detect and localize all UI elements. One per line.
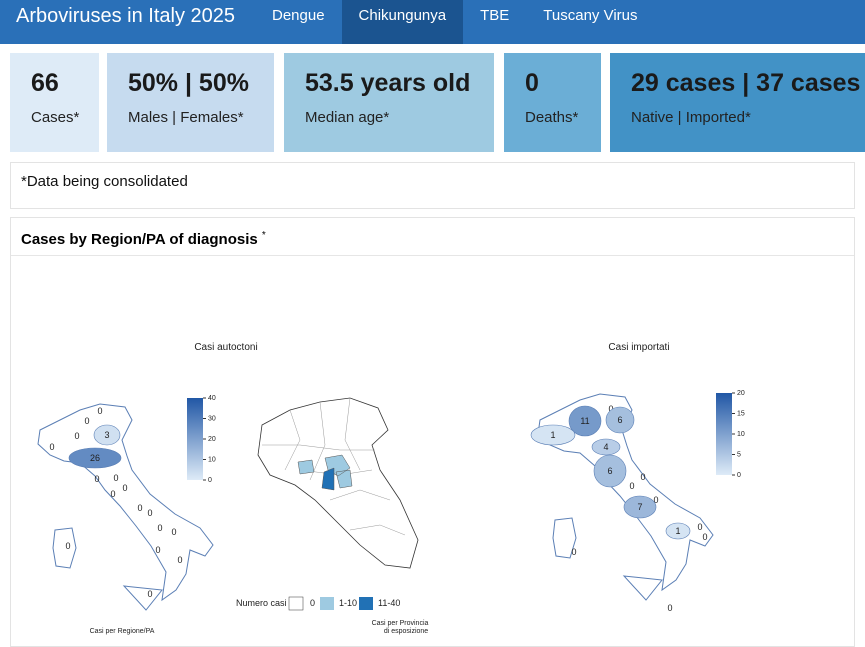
card-title-mark: * <box>261 230 266 241</box>
legend-title: Numero casi <box>236 598 287 608</box>
region-value: 0 <box>155 545 160 555</box>
tab[interactable]: TBE <box>480 7 510 24</box>
value-box: 53.5 years old Median age* <box>284 53 494 152</box>
province-map: Numero casi 0 1-10 11-40 Casi per Provin… <box>236 397 429 635</box>
region-value: 0 <box>94 474 99 484</box>
caption: Casi per Provincia <box>372 620 429 627</box>
region-value: 1 <box>550 430 555 440</box>
colorbar-tick-label: 20 <box>208 436 216 443</box>
region-value: 0 <box>608 404 613 414</box>
region-value: 0 <box>49 442 54 452</box>
label: Native | Imported* <box>631 109 751 126</box>
region <box>605 406 635 434</box>
legend-label: 1-10 <box>339 598 357 608</box>
region <box>623 495 657 519</box>
app-title: Arboviruses in Italy 2025 <box>16 5 236 27</box>
colorbar-tick-label: 30 <box>208 416 216 423</box>
region-value: 4 <box>603 442 608 452</box>
value: 66 <box>31 69 59 97</box>
value-box: 29 cases | 37 cases Native | Imported* <box>610 53 865 152</box>
region-value: 0 <box>110 489 115 499</box>
region-value: 0 <box>65 541 70 551</box>
colorbar-tick-label: 10 <box>737 431 745 438</box>
region <box>530 424 576 446</box>
region-value: 0 <box>97 406 102 416</box>
region-value: 1 <box>675 526 680 536</box>
label: Males | Females* <box>128 109 244 126</box>
tab[interactable]: Dengue <box>272 7 325 24</box>
region <box>593 454 627 488</box>
region-value: 0 <box>697 522 702 532</box>
region-value: 0 <box>571 547 576 557</box>
colorbar-tick-label: 0 <box>737 472 741 479</box>
colorbar-tick-label: 20 <box>737 390 745 397</box>
label: Cases* <box>31 109 80 126</box>
region-value: 0 <box>177 555 182 565</box>
legend-label: 11-40 <box>378 598 400 608</box>
legend-swatch <box>320 597 334 610</box>
colorbar <box>716 393 732 475</box>
region <box>93 424 121 446</box>
region-value: 0 <box>137 503 142 513</box>
region-value: 11 <box>580 416 589 426</box>
region-value: 0 <box>629 481 634 491</box>
note: *Data being consolidated <box>10 162 855 209</box>
tabs: Dengue Chikungunya TBE Tuscany Virus <box>255 0 655 44</box>
region <box>568 405 602 437</box>
value: 29 cases | 37 cases <box>631 69 861 97</box>
region-value: 0 <box>113 473 118 483</box>
card-title: Cases by Region/PA of diagnosis <box>21 231 258 248</box>
colorbar-tick-label: 0 <box>208 477 212 484</box>
value-box: 66 Cases* <box>10 53 99 152</box>
value: 0 <box>525 69 539 97</box>
legend-swatch <box>359 597 373 610</box>
region-value: 0 <box>157 523 162 533</box>
region-value: 0 <box>74 431 79 441</box>
note-text: *Data being consolidated <box>21 173 188 190</box>
legend-label: 0 <box>310 598 315 608</box>
colorbar-tick-label: 40 <box>208 395 216 402</box>
value: 53.5 years old <box>305 69 471 97</box>
label: Deaths* <box>525 109 579 126</box>
region-value: 0 <box>84 416 89 426</box>
card: Cases by Region/PA of diagnosis * <box>10 217 855 647</box>
label: Median age* <box>305 109 390 126</box>
caption: Casi per Regione/PA <box>90 628 155 635</box>
colorbar <box>187 398 203 480</box>
caption: di esposizione <box>384 628 428 635</box>
region-value: 0 <box>122 483 127 493</box>
region-value: 0 <box>171 527 176 537</box>
region-value: 26 <box>90 453 100 463</box>
colorbar-tick-label: 15 <box>737 411 745 418</box>
value-box: 0 Deaths* <box>504 53 601 152</box>
region <box>591 438 621 456</box>
region-value: 3 <box>104 430 109 440</box>
region-value: 0 <box>702 532 707 542</box>
region <box>68 447 122 469</box>
map-title: Casi autoctoni <box>194 342 257 353</box>
region <box>665 522 691 540</box>
colorbar-tick-label: 5 <box>737 452 741 459</box>
region-value: 0 <box>653 495 658 505</box>
legend-swatch <box>288 596 304 611</box>
region-value: 0 <box>147 589 152 599</box>
tab[interactable]: Chikungunya <box>341 0 464 44</box>
colorbar-tick-label: 10 <box>208 457 216 464</box>
header: Arboviruses in Italy 2025 Dengue Chikung… <box>0 0 865 44</box>
region-value: 6 <box>617 415 622 425</box>
value-box: 50% | 50% Males | Females* <box>107 53 274 152</box>
card-header: Cases by Region/PA of diagnosis * <box>11 218 854 256</box>
region-value: 0 <box>667 603 672 613</box>
map-title: Casi importati <box>608 342 669 353</box>
value: 50% | 50% <box>128 69 249 97</box>
tab[interactable]: Tuscany Virus <box>543 7 638 24</box>
region-value: 0 <box>147 508 152 518</box>
region-value: 0 <box>640 472 645 482</box>
region-value: 6 <box>607 466 612 476</box>
region-value: 7 <box>637 502 642 512</box>
